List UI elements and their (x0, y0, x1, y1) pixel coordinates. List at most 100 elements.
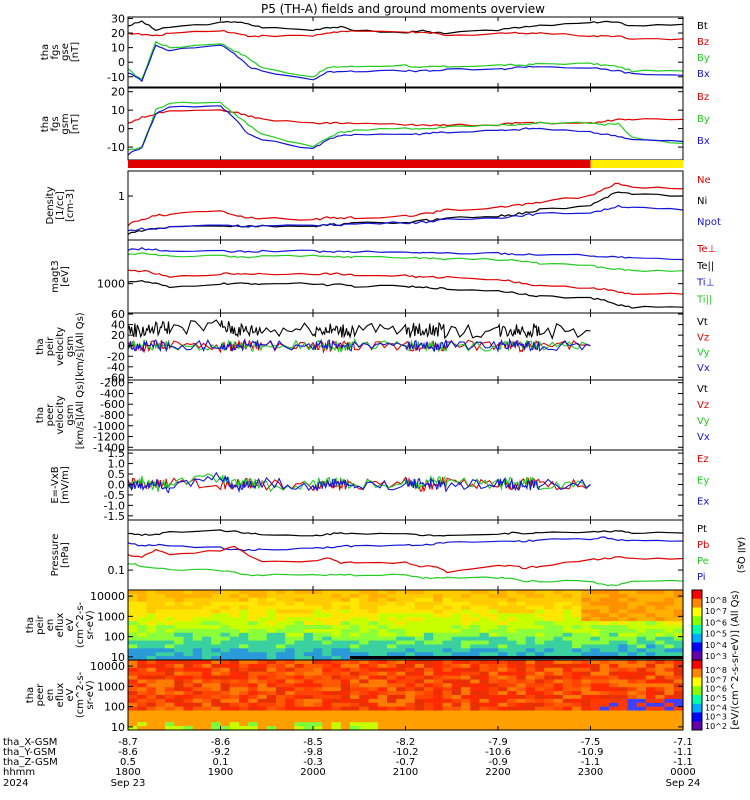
spectrogram-cell (359, 691, 370, 696)
spectrogram-cell (525, 605, 536, 611)
spectrogram-cell (396, 625, 407, 630)
spectrogram-cell (146, 695, 157, 700)
spectrogram-cell (155, 722, 166, 727)
spectrogram-cell (581, 648, 592, 653)
series-line-Te⊥ (127, 269, 684, 296)
spectrogram-cell (303, 667, 314, 673)
spectrogram-cell (516, 590, 527, 595)
spectrogram-cell (664, 675, 675, 681)
spectrogram-cell (590, 687, 601, 692)
spectrogram-cell (313, 687, 323, 692)
spectrogram-cell (636, 726, 647, 731)
spectrogram-cell (257, 628, 268, 634)
spectrogram-cell (424, 636, 434, 642)
spectrogram-cell (313, 722, 323, 727)
spectrogram-cell (488, 710, 499, 716)
spectrogram-cell (655, 663, 666, 669)
spectrogram-cell (609, 601, 619, 607)
spectrogram-cell (257, 675, 268, 681)
spectrogram-cell (414, 644, 425, 649)
spectrogram-cell (174, 644, 185, 649)
y-axis-label: peir (35, 614, 46, 634)
legend-entry-Vy: Vy (697, 348, 710, 359)
x-row-value: -8.6 (211, 737, 231, 748)
spectrogram-cell (137, 726, 148, 731)
spectrogram-cell (461, 679, 471, 684)
y-tick-label: -1200 (93, 431, 125, 444)
spectrogram-cell (618, 667, 629, 673)
spectrogram-cell (461, 663, 471, 669)
spectrogram-cell (627, 648, 638, 653)
spectrogram-cell (137, 625, 148, 630)
spectrogram-cell (146, 609, 157, 614)
spectrogram-cell (581, 722, 592, 727)
spectrogram-cell (146, 687, 157, 692)
spectrogram-cell (516, 695, 527, 700)
spectrogram-cell (646, 710, 656, 716)
spectrogram-cell (340, 710, 351, 716)
spectrogram-cell (414, 667, 425, 673)
spectrogram-cell (535, 671, 545, 677)
spectrogram-cell (350, 636, 360, 642)
spectrogram-cell (192, 640, 203, 646)
y-tick-label: 20 (111, 86, 125, 99)
spectrogram-cell (165, 660, 175, 665)
spectrogram-cell (516, 648, 527, 653)
legend-entry-By: By (697, 114, 710, 125)
spectrogram-cell (451, 698, 462, 704)
spectrogram-cell (405, 621, 416, 626)
spectrogram-cell (424, 613, 434, 618)
spectrogram-cell (340, 675, 351, 681)
spectrogram-cell (572, 718, 582, 723)
spectrogram-cell (673, 625, 684, 630)
spectrogram-cell (599, 679, 610, 684)
spectrogram-cell (202, 663, 212, 669)
spectrogram-cell (183, 601, 194, 607)
spectrogram-cell (276, 691, 286, 696)
spectrogram-cell (285, 656, 296, 661)
y-tick-label: 10 (111, 721, 125, 734)
spectrogram-cell (581, 609, 592, 614)
spectrogram-cell (155, 687, 166, 692)
spectrogram-cell (229, 609, 240, 614)
spectrogram-cell (387, 710, 397, 716)
legend-entry-Pi: Pi (697, 572, 706, 583)
series-line-Npot (127, 204, 684, 232)
spectrogram-cell (257, 718, 268, 723)
spectrogram-cell (229, 601, 240, 607)
spectrogram-cell (535, 667, 545, 673)
spectrogram-cell (303, 621, 314, 626)
spectrogram-cell (294, 718, 305, 723)
spectrogram-cell (609, 726, 619, 731)
spectrogram-cell (627, 667, 638, 673)
spectrogram-cell (294, 687, 305, 692)
spectrogram-cell (165, 617, 175, 622)
spectrogram-cell (340, 718, 351, 723)
spectrogram-cell (229, 648, 240, 653)
spectrogram-cell (618, 625, 629, 630)
spectrogram-cell (396, 660, 407, 665)
spectrogram-cell (368, 691, 379, 696)
spectrogram-cell (581, 601, 592, 607)
spectrogram-cell (572, 640, 582, 646)
spectrogram-cell (266, 625, 277, 630)
spectrogram-cell (322, 726, 333, 731)
spectrogram-cell (285, 714, 296, 719)
spectrogram-cell (664, 628, 675, 634)
spectrogram-cell (368, 609, 379, 614)
spectrogram-cell (211, 706, 222, 712)
spectrogram-cell (248, 687, 259, 692)
spectrogram-cell (350, 679, 360, 684)
spectrogram-cell (507, 683, 518, 688)
spectrogram-cell (405, 590, 416, 595)
spectrogram-cell (655, 706, 666, 712)
spectrogram-cell (581, 726, 592, 731)
spectrogram-cell (618, 706, 629, 712)
spectrogram-cell (636, 601, 647, 607)
spectrogram-cell (192, 644, 203, 649)
spectrogram-cell (128, 675, 138, 681)
spectrogram-cell (192, 671, 203, 677)
spectrogram-cell (387, 671, 397, 677)
spectrogram-cell (331, 706, 342, 712)
